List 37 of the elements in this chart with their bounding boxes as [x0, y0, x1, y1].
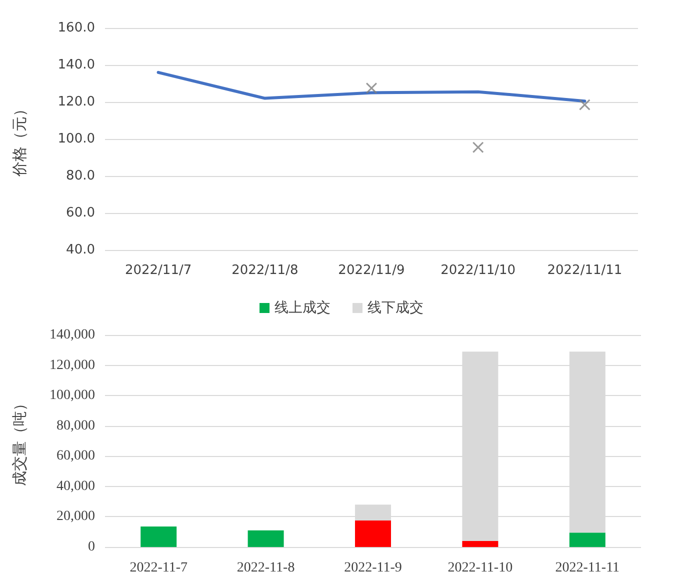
y-tick-label: 60,000: [56, 448, 95, 464]
x-tick-label: 2022-11-9: [344, 560, 402, 576]
x-tick-label: 2022-11-8: [236, 560, 295, 576]
y-tick-label: 160.0: [58, 20, 95, 36]
x-tick-label: 2022/11/9: [338, 263, 405, 278]
y-tick-label: 100,000: [50, 388, 95, 404]
y-tick-label: 140,000: [50, 328, 95, 342]
point: [366, 82, 377, 94]
legend-label: 线上成交: [274, 300, 330, 316]
legend-label: 线下成交: [368, 300, 424, 316]
x-tick-label: 2022-11-10: [448, 560, 513, 576]
y-tick-label: 80.0: [66, 168, 95, 184]
y-tick-label: 80,000: [56, 418, 95, 434]
bar: [140, 526, 177, 547]
x-tick-label: 2022-11-11: [555, 560, 620, 576]
x-tick-label: 2022-11-7: [130, 560, 188, 576]
bar: [569, 532, 606, 547]
y-tick-label: 40.0: [66, 242, 95, 258]
bar: [462, 540, 498, 547]
y-tick-label: 60.0: [66, 206, 95, 220]
bar: [355, 520, 391, 547]
point: [472, 142, 484, 153]
y-tick-label: 120,000: [50, 358, 95, 373]
x-tick-label: 2022/11/10: [440, 263, 516, 278]
y-tick-label: 140.0: [58, 58, 95, 72]
y-tick-label: 40,000: [56, 478, 95, 494]
bar: [248, 530, 284, 547]
y-tick-label: 20,000: [56, 509, 95, 524]
x-tick-label: 2022/11/11: [547, 263, 622, 278]
y-tick-label: 120.0: [58, 94, 95, 110]
y-tick-label: 0: [88, 540, 95, 554]
y-axis-title: 成交量（吨）: [10, 396, 28, 486]
y-axis-title: 价格（元）: [10, 102, 28, 178]
x-tick-label: 2022/11/8: [232, 263, 298, 278]
y-tick-label: 100.0: [58, 132, 95, 146]
x-tick-label: 2022/11/7: [124, 263, 192, 278]
point: [579, 99, 590, 110]
